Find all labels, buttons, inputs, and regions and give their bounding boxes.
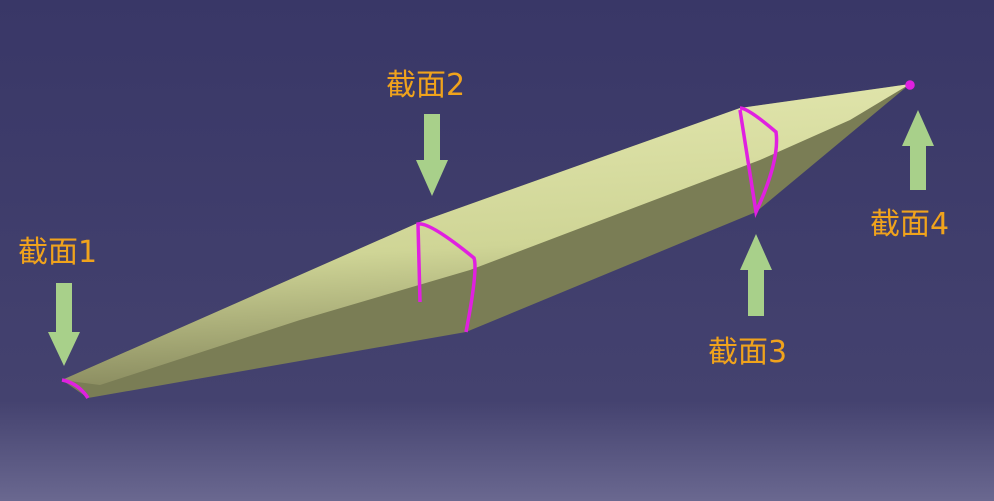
section-label: 截面2 [386,68,465,103]
section-curves [61,80,915,400]
arrows [48,110,934,366]
section-label: 截面1 [18,235,97,270]
section-label: 截面4 [870,207,949,242]
section-label: 截面3 [708,335,787,370]
blade [62,84,910,398]
